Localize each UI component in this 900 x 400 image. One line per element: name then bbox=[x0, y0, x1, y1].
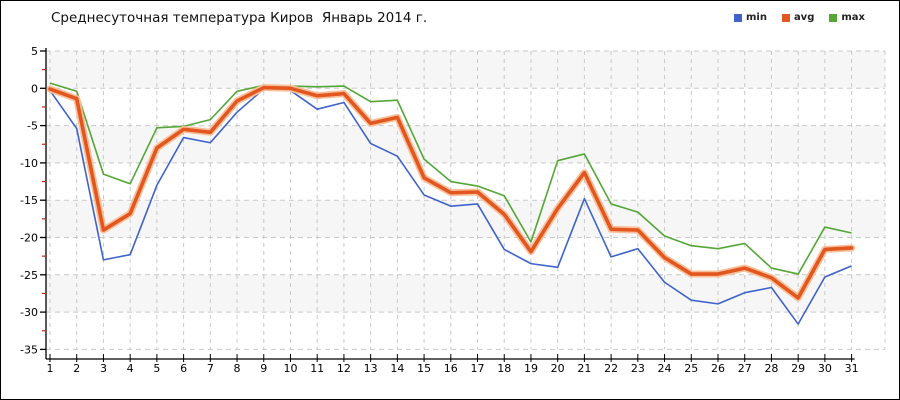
chart-legend: min avg max bbox=[733, 12, 865, 23]
svg-text:-10: -10 bbox=[20, 157, 38, 170]
svg-text:1: 1 bbox=[47, 362, 54, 375]
svg-text:10: 10 bbox=[283, 362, 297, 375]
svg-text:16: 16 bbox=[444, 362, 458, 375]
svg-text:0: 0 bbox=[31, 82, 38, 95]
svg-text:-30: -30 bbox=[20, 306, 38, 319]
legend-label-avg: avg bbox=[793, 12, 815, 23]
svg-text:22: 22 bbox=[604, 362, 618, 375]
svg-text:29: 29 bbox=[791, 362, 805, 375]
avg-series-swatch-icon bbox=[781, 13, 790, 22]
svg-text:4: 4 bbox=[127, 362, 134, 375]
svg-text:21: 21 bbox=[577, 362, 591, 375]
svg-text:19: 19 bbox=[524, 362, 538, 375]
svg-text:-35: -35 bbox=[20, 343, 38, 356]
svg-text:27: 27 bbox=[738, 362, 752, 375]
svg-text:-15: -15 bbox=[20, 194, 38, 207]
svg-text:17: 17 bbox=[471, 362, 485, 375]
svg-text:-5: -5 bbox=[27, 120, 38, 133]
legend-item-max: max bbox=[829, 12, 865, 23]
svg-text:8: 8 bbox=[234, 362, 241, 375]
svg-text:30: 30 bbox=[818, 362, 832, 375]
legend-item-min: min bbox=[733, 12, 767, 23]
chart-title: Среднесуточная температура Киров Январь … bbox=[51, 10, 428, 26]
svg-text:13: 13 bbox=[364, 362, 378, 375]
svg-text:11: 11 bbox=[310, 362, 324, 375]
svg-text:15: 15 bbox=[417, 362, 431, 375]
svg-text:12: 12 bbox=[337, 362, 351, 375]
svg-text:3: 3 bbox=[100, 362, 107, 375]
svg-text:2: 2 bbox=[73, 362, 80, 375]
svg-text:7: 7 bbox=[207, 362, 214, 375]
legend-item-avg: avg bbox=[781, 12, 815, 23]
svg-text:31: 31 bbox=[845, 362, 859, 375]
max-series-swatch-icon bbox=[829, 13, 838, 22]
svg-text:5: 5 bbox=[153, 362, 160, 375]
legend-label-min: min bbox=[745, 12, 767, 23]
svg-text:6: 6 bbox=[180, 362, 187, 375]
svg-text:5: 5 bbox=[31, 45, 38, 58]
svg-text:26: 26 bbox=[711, 362, 725, 375]
svg-text:24: 24 bbox=[658, 362, 672, 375]
svg-text:25: 25 bbox=[684, 362, 698, 375]
svg-text:23: 23 bbox=[631, 362, 645, 375]
svg-text:9: 9 bbox=[260, 362, 267, 375]
svg-text:14: 14 bbox=[390, 362, 404, 375]
legend-label-max: max bbox=[841, 12, 865, 23]
svg-text:28: 28 bbox=[764, 362, 778, 375]
svg-text:-25: -25 bbox=[20, 269, 38, 282]
svg-text:18: 18 bbox=[497, 362, 511, 375]
min-series-swatch-icon bbox=[733, 13, 742, 22]
svg-text:-20: -20 bbox=[20, 232, 38, 245]
svg-text:20: 20 bbox=[551, 362, 565, 375]
